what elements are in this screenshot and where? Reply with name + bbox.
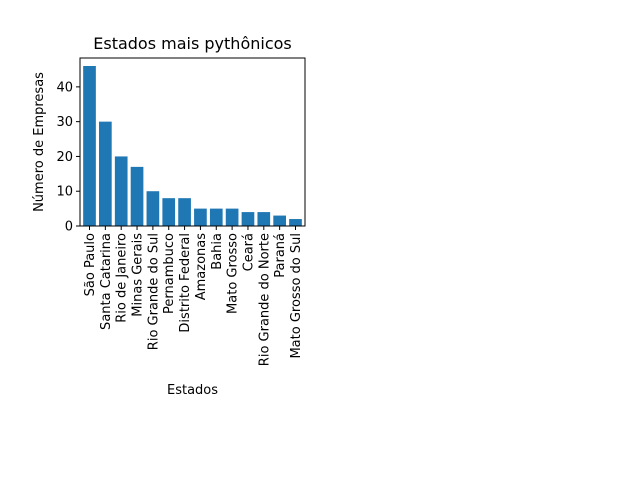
bar (130, 166, 144, 226)
x-tick-label: Rio Grande do Norte (257, 233, 272, 366)
x-tick-label: Mato Grosso (226, 233, 241, 314)
bar (178, 198, 191, 226)
x-tick-label: Distrito Federal (178, 233, 193, 333)
x-tick-label: Rio Grande do Sul (146, 233, 161, 350)
x-axis: São Paulo Santa Catarina Rio de Janeiro Min… (83, 226, 304, 366)
x-tick-label: Rio de Janeiro (115, 233, 130, 323)
x-tick-label: Minas Gerais (131, 233, 146, 317)
bar (114, 156, 128, 226)
y-tick-label: 20 (56, 150, 73, 165)
bar (273, 215, 286, 226)
x-tick-label: Mato Grosso do Sul (289, 233, 304, 359)
bar (289, 219, 302, 226)
x-tick-label: Amazonas (194, 233, 209, 301)
y-tick-label: 30 (56, 115, 73, 130)
y-axis: 0 10 20 30 40 (56, 80, 80, 235)
bar (241, 212, 255, 226)
bar (99, 121, 112, 226)
bar (257, 212, 271, 226)
plot-area-frame (79, 57, 306, 227)
bars-group (83, 66, 302, 226)
x-tick-label: Pernambuco (162, 233, 177, 314)
bar (146, 191, 160, 226)
x-tick-label: Paraná (273, 233, 288, 278)
y-tick-label: 40 (56, 80, 73, 95)
x-tick-label: Ceará (241, 233, 256, 271)
x-tick-label: Santa Catarina (99, 233, 114, 330)
y-axis-label: Número de Empresas (32, 72, 47, 212)
y-tick-label: 10 (56, 185, 73, 200)
bar (194, 208, 207, 226)
bar (225, 208, 239, 226)
x-tick-label: Bahia (210, 233, 225, 270)
chart-title: Estados mais pythônicos (93, 34, 291, 53)
y-tick-label: 0 (65, 220, 73, 235)
bar (83, 66, 96, 226)
bar (209, 208, 223, 226)
bar (162, 198, 176, 226)
x-tick-label: São Paulo (83, 233, 98, 296)
x-axis-label: Estados (167, 383, 218, 398)
